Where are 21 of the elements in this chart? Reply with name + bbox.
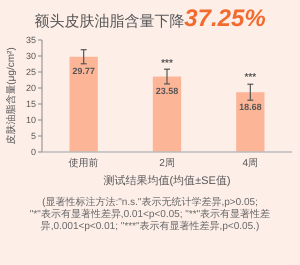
y-tick-label: 10: [26, 115, 36, 125]
text: "*"表示有显著性差异,0.01<p<0.05; "**"表示有显著性差异,0.001<p<0.01; "***"表示有显著性差异,p<0.05.): [30, 209, 270, 232]
y-tick-label: 15: [26, 99, 36, 109]
data-label: 29.77: [72, 66, 95, 76]
y-tick-label: 25: [26, 67, 36, 77]
annotation: ***: [161, 58, 173, 70]
x-tick-label: 2周: [159, 158, 175, 169]
y-tick-label: 35: [26, 35, 36, 45]
data-label: 23.58: [156, 86, 178, 96]
y-tick-label: 20: [26, 83, 36, 93]
x-axis-title: 测试结果均值(均值±SE值): [103, 174, 231, 187]
y-axis-title: 皮肤油脂含量(μg/cm²): [5, 47, 17, 145]
y-tick-label: 5: [30, 131, 36, 141]
data-label: 18.68: [239, 102, 262, 112]
x-tick-label: 使用前: [68, 157, 99, 169]
text: (显著性标注方法:"n.s."表示无统计学差异,p>0.05;: [41, 197, 259, 208]
annotation: ***: [244, 72, 256, 83]
y-tick-label: 0: [30, 147, 36, 157]
title: 额头皮肤油脂含量下降37.25%: [34, 5, 266, 32]
y-tick-label: 30: [26, 51, 36, 61]
x-tick-label: 4周: [242, 158, 258, 169]
